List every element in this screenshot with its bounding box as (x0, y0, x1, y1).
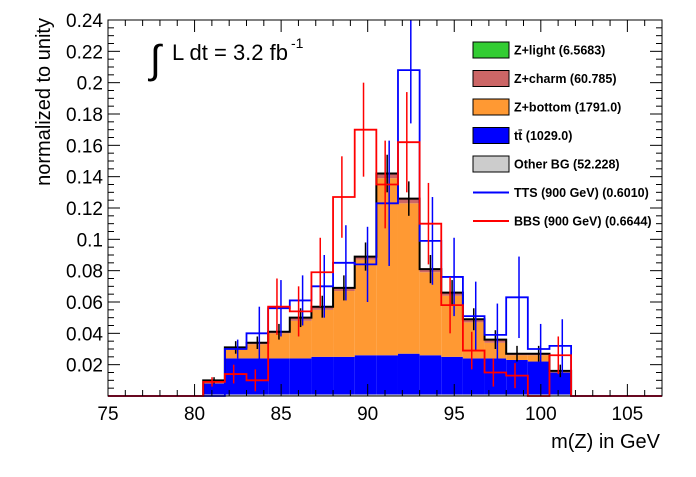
luminosity-text: L dt = 3.2 fb (172, 40, 288, 65)
bar-ttbar-13 (484, 358, 507, 395)
bar-other-bg-5 (311, 394, 334, 396)
bar-ttbar-14 (506, 359, 528, 395)
bar-other-bg-6 (333, 394, 355, 396)
legend-swatch-z-bottom (472, 98, 510, 116)
bar-z-bottom-5 (311, 309, 334, 357)
bar-ttbar-12 (462, 358, 485, 395)
y-tick-label-0.04: 0.04 (66, 324, 103, 345)
bar-other-bg-10 (419, 394, 442, 396)
y-tick-label-0.16: 0.16 (66, 136, 103, 157)
bar-other-bg-11 (441, 394, 463, 396)
bar-other-bg-7 (354, 394, 377, 396)
bar-ttbar-16 (549, 372, 572, 395)
bar-ttbar-4 (289, 358, 312, 395)
bar-other-bg-9 (397, 394, 420, 396)
x-axis-label: m(Z) in GeV (551, 431, 661, 453)
legend-label-tts: TTS (900 GeV) (0.6010) (514, 186, 649, 200)
bar-z-bottom-13 (484, 342, 507, 359)
x-tick-label-75: 75 (97, 404, 118, 425)
bar-ttbar-2 (246, 358, 269, 395)
bar-z-bottom-10 (419, 272, 442, 356)
y-tick-label-0.14: 0.14 (66, 168, 103, 189)
legend-swatch-other-bg (472, 155, 510, 173)
x-tick-label-85: 85 (271, 404, 292, 425)
x-tick-label-105: 105 (612, 404, 644, 425)
bar-other-bg-12 (462, 394, 485, 396)
bar-z-bottom-12 (462, 322, 485, 359)
x-tick-label-95: 95 (444, 404, 465, 425)
y-tick-label-0.06: 0.06 (66, 293, 103, 314)
bar-other-bg-16 (549, 394, 572, 396)
axes: 75 80 85 90 95 100 105 0.02 0.04 0.06 0.08 0.1 0.12 0… (66, 11, 663, 425)
bar-other-bg-14 (506, 394, 528, 396)
bar-other-bg-1 (224, 394, 247, 396)
legend: Z+light (6.5683) Z+charm (60.785) Z+bottom… (472, 41, 652, 229)
bar-ttbar-10 (419, 355, 442, 395)
bar-z-bottom-7 (354, 259, 377, 356)
bar-other-bg-4 (289, 394, 312, 396)
bar-z-bottom-6 (333, 291, 355, 357)
bar-other-bg-8 (376, 394, 398, 396)
legend-label-ttbar: tt̄ (1029.0) (514, 129, 572, 143)
legend-swatch-z-charm (472, 70, 510, 87)
y-tick-label-0.24: 0.24 (66, 11, 103, 32)
bar-ttbar-11 (441, 356, 463, 395)
bar-other-bg-3 (268, 394, 290, 396)
legend-label-bbs: BBS (900 GeV) (0.6644) (514, 215, 652, 229)
y-tick-label-0.1: 0.1 (77, 230, 103, 251)
bar-ttbar-15 (527, 361, 550, 395)
luminosity-annotation: ∫ L dt = 3.2 fb -1 (148, 35, 304, 82)
legend-label-z-charm: Z+charm (60.785) (514, 72, 616, 86)
legend-swatch-z-light (472, 41, 510, 59)
legend-label-z-light: Z+light (6.5683) (514, 44, 605, 58)
bar-ttbar-6 (333, 356, 355, 395)
bar-ttbar-3 (268, 358, 290, 395)
bar-ttbar-5 (311, 356, 334, 395)
line-bbs-900-gev- (108, 128, 662, 397)
bar-z-bottom-2 (246, 344, 269, 359)
bar-ttbar-0 (203, 383, 225, 395)
bar-z-bottom-3 (268, 333, 290, 359)
bar-z-bottom-11 (441, 295, 463, 357)
integral-symbol: ∫ (148, 38, 164, 82)
bar-ttbar-8 (376, 355, 398, 395)
legend-label-z-bottom: Z+bottom (1791.0) (514, 101, 621, 115)
bar-z-bottom-4 (289, 320, 312, 359)
y-tick-label-0.02: 0.02 (66, 356, 103, 377)
y-tick-label-0.08: 0.08 (66, 262, 103, 283)
plot-area (108, 20, 662, 397)
y-tick-label-0.2: 0.2 (77, 74, 103, 95)
x-tick-label-100: 100 (525, 404, 557, 425)
bar-ttbar-7 (354, 355, 377, 395)
legend-swatch-ttbar (472, 127, 510, 144)
y-tick-label-0.22: 0.22 (66, 42, 103, 63)
y-axis-label: normalized to unity (33, 18, 55, 186)
bar-z-bottom-8 (376, 178, 398, 356)
bar-ttbar-9 (397, 353, 420, 395)
bar-ttbar-1 (224, 358, 247, 395)
bar-other-bg-13 (484, 394, 507, 396)
bar-z-bottom-9 (397, 203, 420, 354)
y-tick-label-0.18: 0.18 (66, 105, 103, 126)
x-tick-label-90: 90 (357, 404, 378, 425)
y-tick-label-0.12: 0.12 (66, 199, 103, 220)
luminosity-superscript: -1 (291, 35, 304, 51)
x-tick-label-80: 80 (184, 404, 205, 425)
legend-label-other-bg: Other BG (52.228) (514, 158, 620, 172)
bar-other-bg-2 (246, 394, 269, 396)
